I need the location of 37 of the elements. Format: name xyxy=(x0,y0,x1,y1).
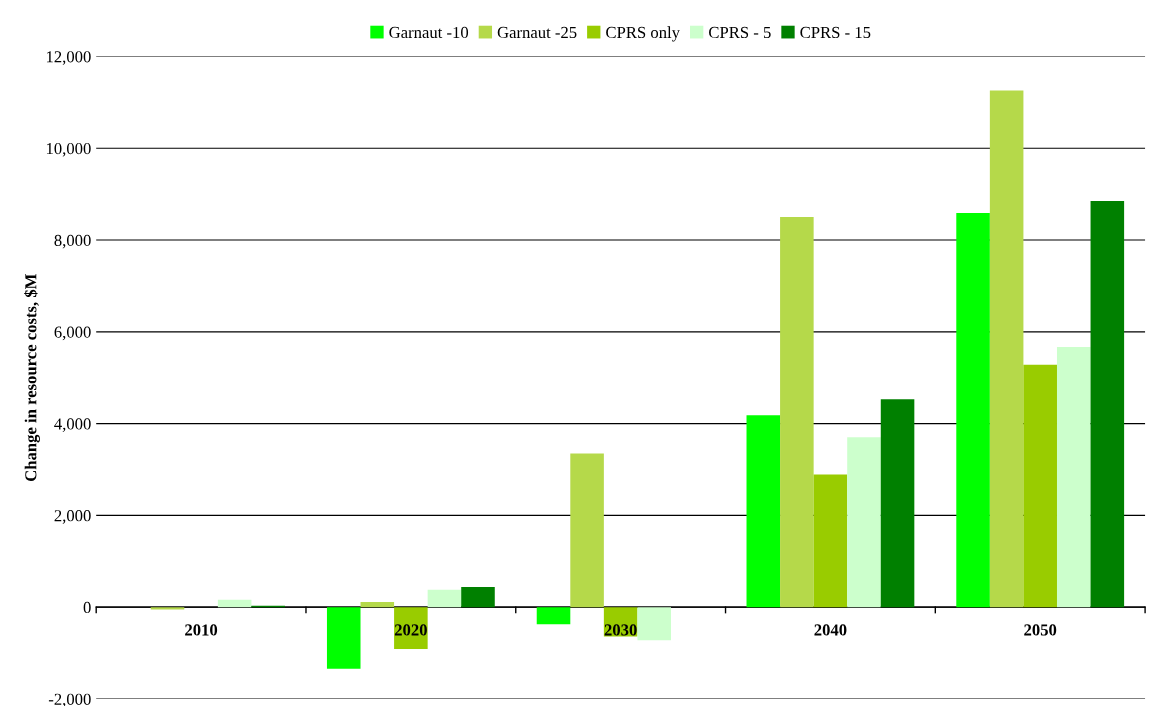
bar xyxy=(360,602,395,608)
bar xyxy=(461,586,495,608)
y-tick-label: 8,000 xyxy=(54,234,91,249)
y-tick-label: 12,000 xyxy=(46,51,91,65)
bar xyxy=(813,474,848,608)
bar xyxy=(1056,346,1091,608)
legend-label: Garnaut -25 xyxy=(497,26,577,39)
bar xyxy=(746,415,781,608)
legend-label: Garnaut -10 xyxy=(389,26,469,39)
bar xyxy=(780,217,814,608)
bar xyxy=(956,212,990,608)
bar xyxy=(989,90,1024,608)
bar xyxy=(570,453,604,608)
bar xyxy=(326,607,361,669)
y-axis-title: Change in resource costs, $M xyxy=(24,274,40,481)
bar xyxy=(637,607,671,641)
y-tick-label: 10,000 xyxy=(46,142,91,157)
bar xyxy=(394,607,428,649)
bar xyxy=(1090,201,1125,608)
y-tick-label: 6,000 xyxy=(54,326,91,341)
y-tick-label: 0 xyxy=(83,601,91,614)
x-tick-label: 2030 xyxy=(604,624,637,636)
x-tick-label: 2010 xyxy=(185,624,218,636)
y-tick-label: 2,000 xyxy=(54,510,91,524)
x-tick-label: 2040 xyxy=(814,624,847,636)
legend-label: CPRS - 5 xyxy=(709,26,771,39)
legend-label: CPRS - 15 xyxy=(800,26,871,39)
bar xyxy=(217,599,252,608)
bar xyxy=(536,607,571,625)
x-tick-label: 2020 xyxy=(394,624,427,636)
bar xyxy=(427,589,462,608)
legend-label: CPRS only xyxy=(606,26,680,42)
bar xyxy=(1023,364,1057,608)
y-tick-label: 4,000 xyxy=(54,418,91,432)
bar xyxy=(880,399,915,608)
x-tick-label: 2050 xyxy=(1024,624,1057,636)
bar xyxy=(847,437,881,608)
